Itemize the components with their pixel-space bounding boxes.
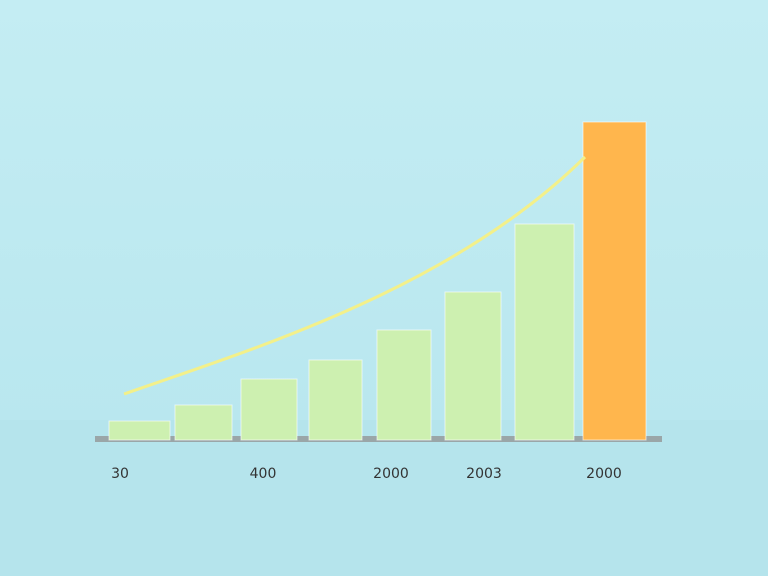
trend-line [123, 155, 587, 396]
x-tick-label: 30 [111, 466, 129, 482]
bar [376, 329, 432, 441]
x-tick-label: 2000 [373, 466, 409, 482]
x-tick-label: 2000 [586, 466, 622, 482]
bar [444, 291, 502, 441]
bar [174, 404, 233, 441]
bar [108, 420, 171, 441]
bars [108, 121, 647, 441]
labels: 30 400 2000 2003 2000 [111, 466, 622, 482]
x-tick-label: 400 [250, 466, 277, 482]
bar [240, 378, 298, 441]
floor [0, 420, 768, 576]
bar [308, 359, 363, 441]
x-tick-label: 2003 [466, 466, 502, 482]
bar [514, 223, 575, 441]
bar [582, 121, 647, 441]
